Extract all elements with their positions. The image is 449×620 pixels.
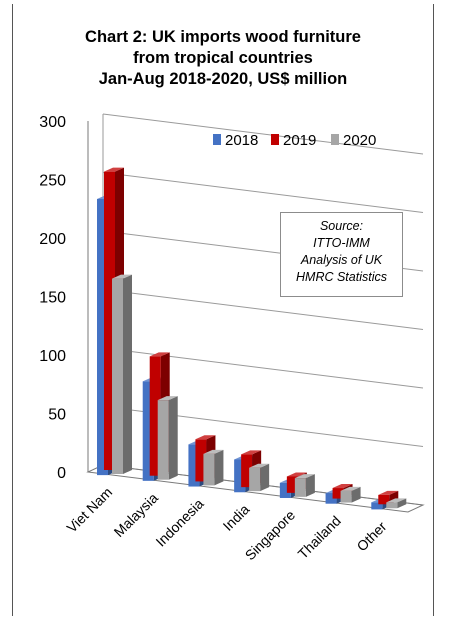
legend-swatch bbox=[331, 134, 339, 145]
chart-frame bbox=[12, 4, 434, 616]
source-line-2: ITTO-IMM bbox=[313, 236, 370, 250]
legend-label: 2018 bbox=[225, 132, 258, 149]
bar bbox=[203, 449, 224, 486]
legend-label: 2020 bbox=[343, 132, 376, 149]
legend-swatch bbox=[213, 134, 221, 145]
x-category-label: Singapore bbox=[242, 507, 299, 564]
bar bbox=[112, 274, 132, 474]
y-tick-label: 300 bbox=[39, 114, 66, 131]
y-tick-label: 50 bbox=[48, 407, 66, 424]
bar bbox=[294, 474, 315, 497]
source-line-3: Analysis of UK bbox=[300, 253, 383, 267]
chart-title: Chart 2: UK imports wood furniture from … bbox=[12, 27, 434, 90]
source-box: Source: ITTO-IMM Analysis of UK HMRC Sta… bbox=[280, 212, 403, 297]
x-category-label: Thailand bbox=[295, 513, 344, 562]
x-category-label: Viet Nam bbox=[63, 484, 115, 536]
legend-label: 2019 bbox=[283, 132, 316, 149]
x-category-label: Malaysia bbox=[111, 490, 162, 541]
bar bbox=[386, 498, 407, 509]
y-tick-label: 0 bbox=[57, 465, 66, 482]
chart-title-line-2: from tropical countries bbox=[133, 49, 313, 67]
legend-swatch bbox=[271, 134, 279, 145]
gridline bbox=[102, 113, 424, 155]
gridline bbox=[102, 289, 424, 330]
x-category-label: India bbox=[220, 501, 253, 534]
bar bbox=[157, 396, 178, 480]
source-line-1: Source: bbox=[319, 219, 364, 233]
x-category-label: Indonesia bbox=[152, 495, 206, 549]
source-line-4: HMRC Statistics bbox=[296, 270, 387, 284]
chart-title-line-3: Jan-Aug 2018-2020, US$ million bbox=[98, 70, 348, 88]
bars bbox=[97, 167, 407, 510]
legend: 2018 2019 2020 bbox=[213, 132, 376, 149]
y-tick-label: 250 bbox=[39, 173, 66, 190]
x-category-label: Other bbox=[353, 518, 389, 554]
chart-title-line-1: Chart 2: UK imports wood furniture bbox=[85, 28, 361, 46]
y-tick-label: 150 bbox=[39, 290, 66, 307]
gridline bbox=[102, 172, 424, 213]
bar bbox=[249, 463, 270, 492]
y-tick-label: 100 bbox=[39, 348, 66, 365]
bar bbox=[340, 486, 361, 503]
y-tick-label: 200 bbox=[39, 231, 66, 248]
